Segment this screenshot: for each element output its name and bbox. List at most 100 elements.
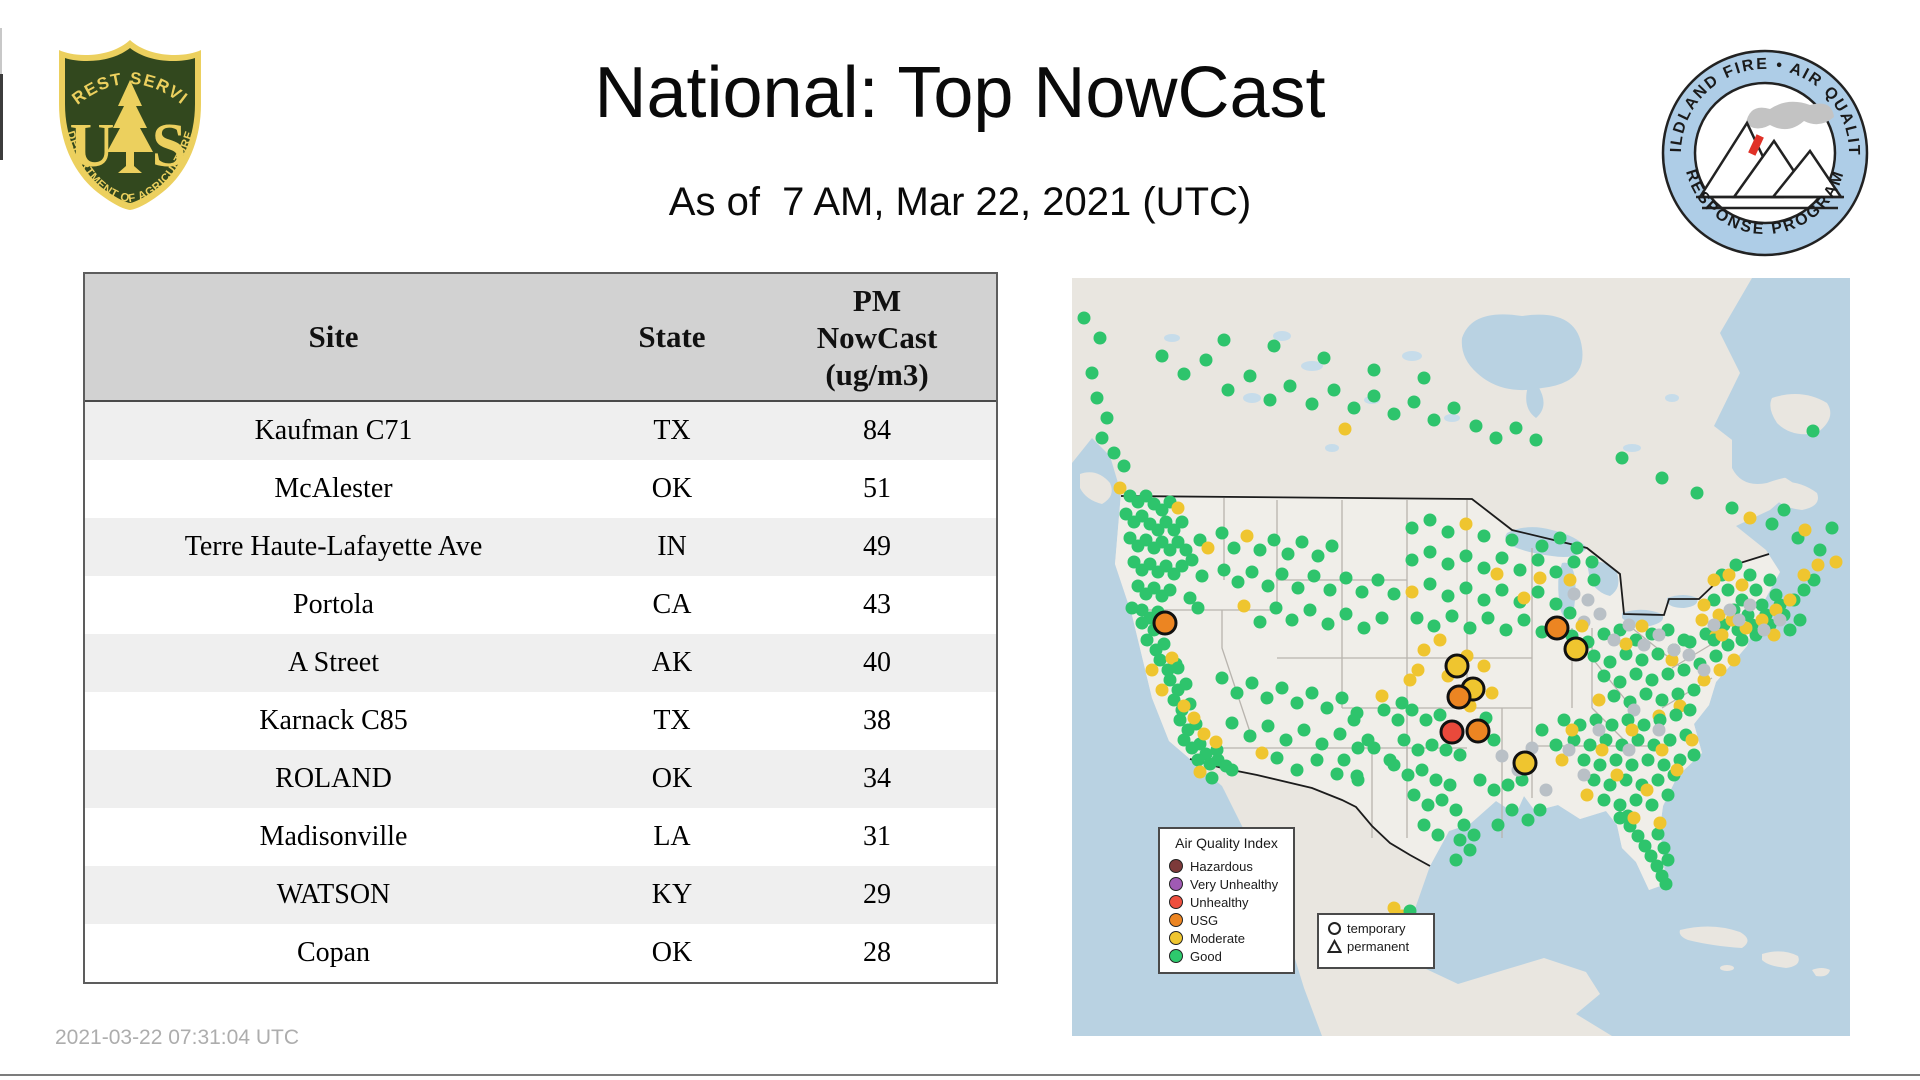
monitor-dot [1165, 651, 1179, 665]
monitor-dot [1177, 733, 1191, 747]
map-canvas [1072, 278, 1850, 1036]
monitor-dot [1659, 877, 1673, 891]
aqi-legend-item: Unhealthy [1160, 893, 1293, 911]
monitor-dot [1529, 433, 1543, 447]
aqi-swatch-icon [1169, 949, 1183, 963]
monitor-dot [1651, 827, 1665, 841]
monitor-dot [1417, 371, 1431, 385]
wfaqrp-logo: WILDLAND FIRE • AIR QUALITY RESPONSE PRO… [1651, 34, 1870, 259]
monitor-dot [1661, 853, 1675, 867]
monitor-dot [1439, 743, 1453, 757]
monitor-dot [1682, 648, 1696, 662]
monitor-dot [1375, 611, 1389, 625]
monitor-dot [1723, 603, 1737, 617]
monitor-dot [1557, 713, 1571, 727]
state-cell: TX [653, 705, 691, 736]
monitor-dot [1592, 693, 1606, 707]
table-body: Kaufman C71 TX 84 McAlester OK 51 Terre Haute-… [85, 402, 996, 982]
monitor-dot [1391, 713, 1405, 727]
monitor-dot [1135, 603, 1149, 617]
monitor-dot [1631, 733, 1645, 747]
monitor-dot [1619, 637, 1633, 651]
monitor-dot [1829, 555, 1843, 569]
pm-cell: 28 [863, 937, 891, 968]
nova-scotia [1772, 481, 1818, 510]
monitor-dot [1635, 619, 1649, 633]
monitor-dot [1563, 573, 1577, 587]
monitor-dot [1767, 628, 1781, 642]
monitor-dot [1477, 593, 1491, 607]
pm-cell: 38 [863, 705, 891, 736]
aqi-legend-items: Hazardous Very Unhealthy Unhealthy USG Moder… [1160, 857, 1293, 965]
pm-header-line2: NowCast [816, 319, 938, 355]
monitor-dot [1621, 713, 1635, 727]
pm-cell: 31 [863, 821, 891, 852]
monitor-dot [1469, 419, 1483, 433]
monitor-dot [1491, 818, 1505, 832]
monitor-dot [1225, 763, 1239, 777]
monitor-dot [1387, 407, 1401, 421]
monitor-dot [1131, 579, 1145, 593]
monitor-dot [1171, 501, 1185, 515]
monitor-dot [1813, 543, 1827, 557]
monitor-dot [1709, 649, 1723, 663]
site-cell: Portola [293, 589, 374, 620]
monitor-dot [1690, 486, 1704, 500]
newfoundland [1770, 394, 1831, 435]
state-cell: OK [651, 473, 693, 504]
monitor-dot [1783, 593, 1797, 607]
monitor-dot [1777, 503, 1791, 517]
aqi-legend: Air Quality Index Hazardous Very Unhealth… [1158, 827, 1295, 974]
smoke-plume-icon [1746, 101, 1834, 130]
monitor-dot [1281, 547, 1295, 561]
monitor-dot [1135, 509, 1149, 523]
monitor-dot [1489, 431, 1503, 445]
monitor-dot [1279, 733, 1293, 747]
monitor-dot [1783, 623, 1797, 637]
monitor-dot [1275, 681, 1289, 695]
monitor-dot [1093, 331, 1107, 345]
state-cell: OK [651, 763, 693, 794]
aqi-legend-item: Hazardous [1160, 857, 1293, 875]
marker-type-legend: temporary permanent [1317, 913, 1435, 969]
monitor-dot [1765, 517, 1779, 531]
monitor-dot [1485, 686, 1499, 700]
aqi-legend-label: Very Unhealthy [1190, 876, 1279, 892]
monitor-dot [1197, 727, 1211, 741]
monitor-dot [1261, 719, 1275, 733]
monitor-dot [1635, 653, 1649, 667]
monitor-dot [1597, 627, 1611, 641]
monitor-dot [1797, 583, 1811, 597]
monitor-dot [1441, 589, 1455, 603]
monitor-dot [1587, 573, 1601, 587]
monitor-dot [1521, 813, 1535, 827]
table-row: WATSON KY 29 [85, 866, 996, 924]
monitor-dot [1531, 585, 1545, 599]
monitor-dot [1513, 563, 1527, 577]
aqi-legend-label: Good [1190, 948, 1222, 964]
monitor-dot [1351, 773, 1365, 787]
page-title: National: Top NowCast [594, 53, 1326, 133]
top-site-marker-kaufman-c71 [1439, 719, 1465, 745]
monitor-dot [1167, 693, 1181, 707]
monitor-dot [1490, 567, 1504, 581]
monitor-dot [1607, 633, 1621, 647]
monitor-dot [1722, 568, 1736, 582]
monitor-dot [1125, 601, 1139, 615]
monitor-dot [1209, 735, 1223, 749]
monitor-dot [1477, 529, 1491, 543]
hudson-bay [1461, 314, 1583, 391]
monitor-dot [1338, 422, 1352, 436]
monitor-dot [1417, 643, 1431, 657]
monitor-dot [1629, 667, 1643, 681]
monitor-dot [1457, 818, 1471, 832]
monitor-dot [1411, 743, 1425, 757]
monitor-dot [1669, 708, 1683, 722]
site-cell: Madisonville [259, 821, 408, 852]
top-site-marker-mcalester [1446, 684, 1472, 710]
monitor-dot [1405, 553, 1419, 567]
monitor-dot [1563, 606, 1577, 620]
monitor-dot [1562, 743, 1576, 757]
monitor-dot [1323, 583, 1337, 597]
monitor-dot [1151, 523, 1165, 537]
